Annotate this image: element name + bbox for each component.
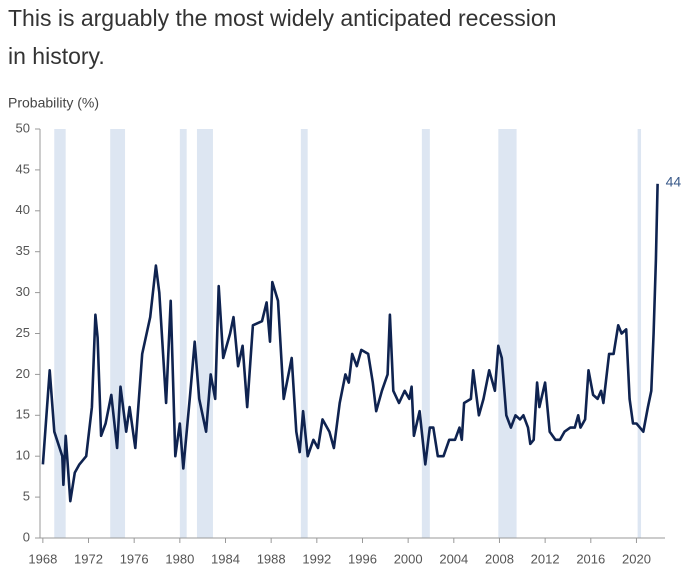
y-tick-label: 35 bbox=[16, 243, 30, 258]
y-tick-label: 0 bbox=[23, 529, 30, 544]
recession-band bbox=[110, 129, 126, 538]
y-tick-label: 50 bbox=[16, 120, 30, 135]
y-tick-label: 30 bbox=[16, 284, 30, 299]
y-tick-label: 20 bbox=[16, 366, 30, 381]
x-tick-label: 1992 bbox=[302, 551, 331, 566]
x-tick-label: 2000 bbox=[394, 551, 423, 566]
data-line bbox=[41, 183, 659, 503]
recession-band bbox=[637, 129, 642, 538]
y-tick-label: 10 bbox=[16, 448, 30, 463]
x-tick-label: 2008 bbox=[485, 551, 514, 566]
x-tick-label: 1976 bbox=[120, 551, 149, 566]
y-tick-label: 15 bbox=[16, 407, 30, 422]
recession-band bbox=[300, 129, 308, 538]
x-tick-label: 2004 bbox=[439, 551, 468, 566]
y-tick-label: 40 bbox=[16, 202, 30, 217]
y-tick-label: 5 bbox=[23, 489, 30, 504]
x-tick-label: 1972 bbox=[74, 551, 103, 566]
x-tick-label: 2012 bbox=[531, 551, 560, 566]
x-tick-label: 1984 bbox=[211, 551, 240, 566]
chart-title-line: in history. bbox=[8, 43, 105, 69]
x-tick-label: 1988 bbox=[257, 551, 286, 566]
recession-band bbox=[54, 129, 66, 538]
x-tick-label: 1980 bbox=[165, 551, 194, 566]
chart-title-line: This is arguably the most widely anticip… bbox=[8, 5, 556, 31]
y-axis-label: Probability (%) bbox=[8, 95, 99, 111]
x-tick-label: 2020 bbox=[622, 551, 651, 566]
x-tick-label: 1968 bbox=[28, 551, 57, 566]
recession-band bbox=[421, 129, 430, 538]
x-tick-label: 1996 bbox=[348, 551, 377, 566]
y-tick-label: 45 bbox=[16, 161, 30, 176]
y-tick-label: 25 bbox=[16, 325, 30, 340]
recession-band bbox=[196, 129, 213, 538]
recession-band bbox=[179, 129, 187, 538]
recession-band bbox=[498, 129, 517, 538]
x-tick-label: 2016 bbox=[576, 551, 605, 566]
end-annotation: 44 bbox=[666, 174, 682, 190]
